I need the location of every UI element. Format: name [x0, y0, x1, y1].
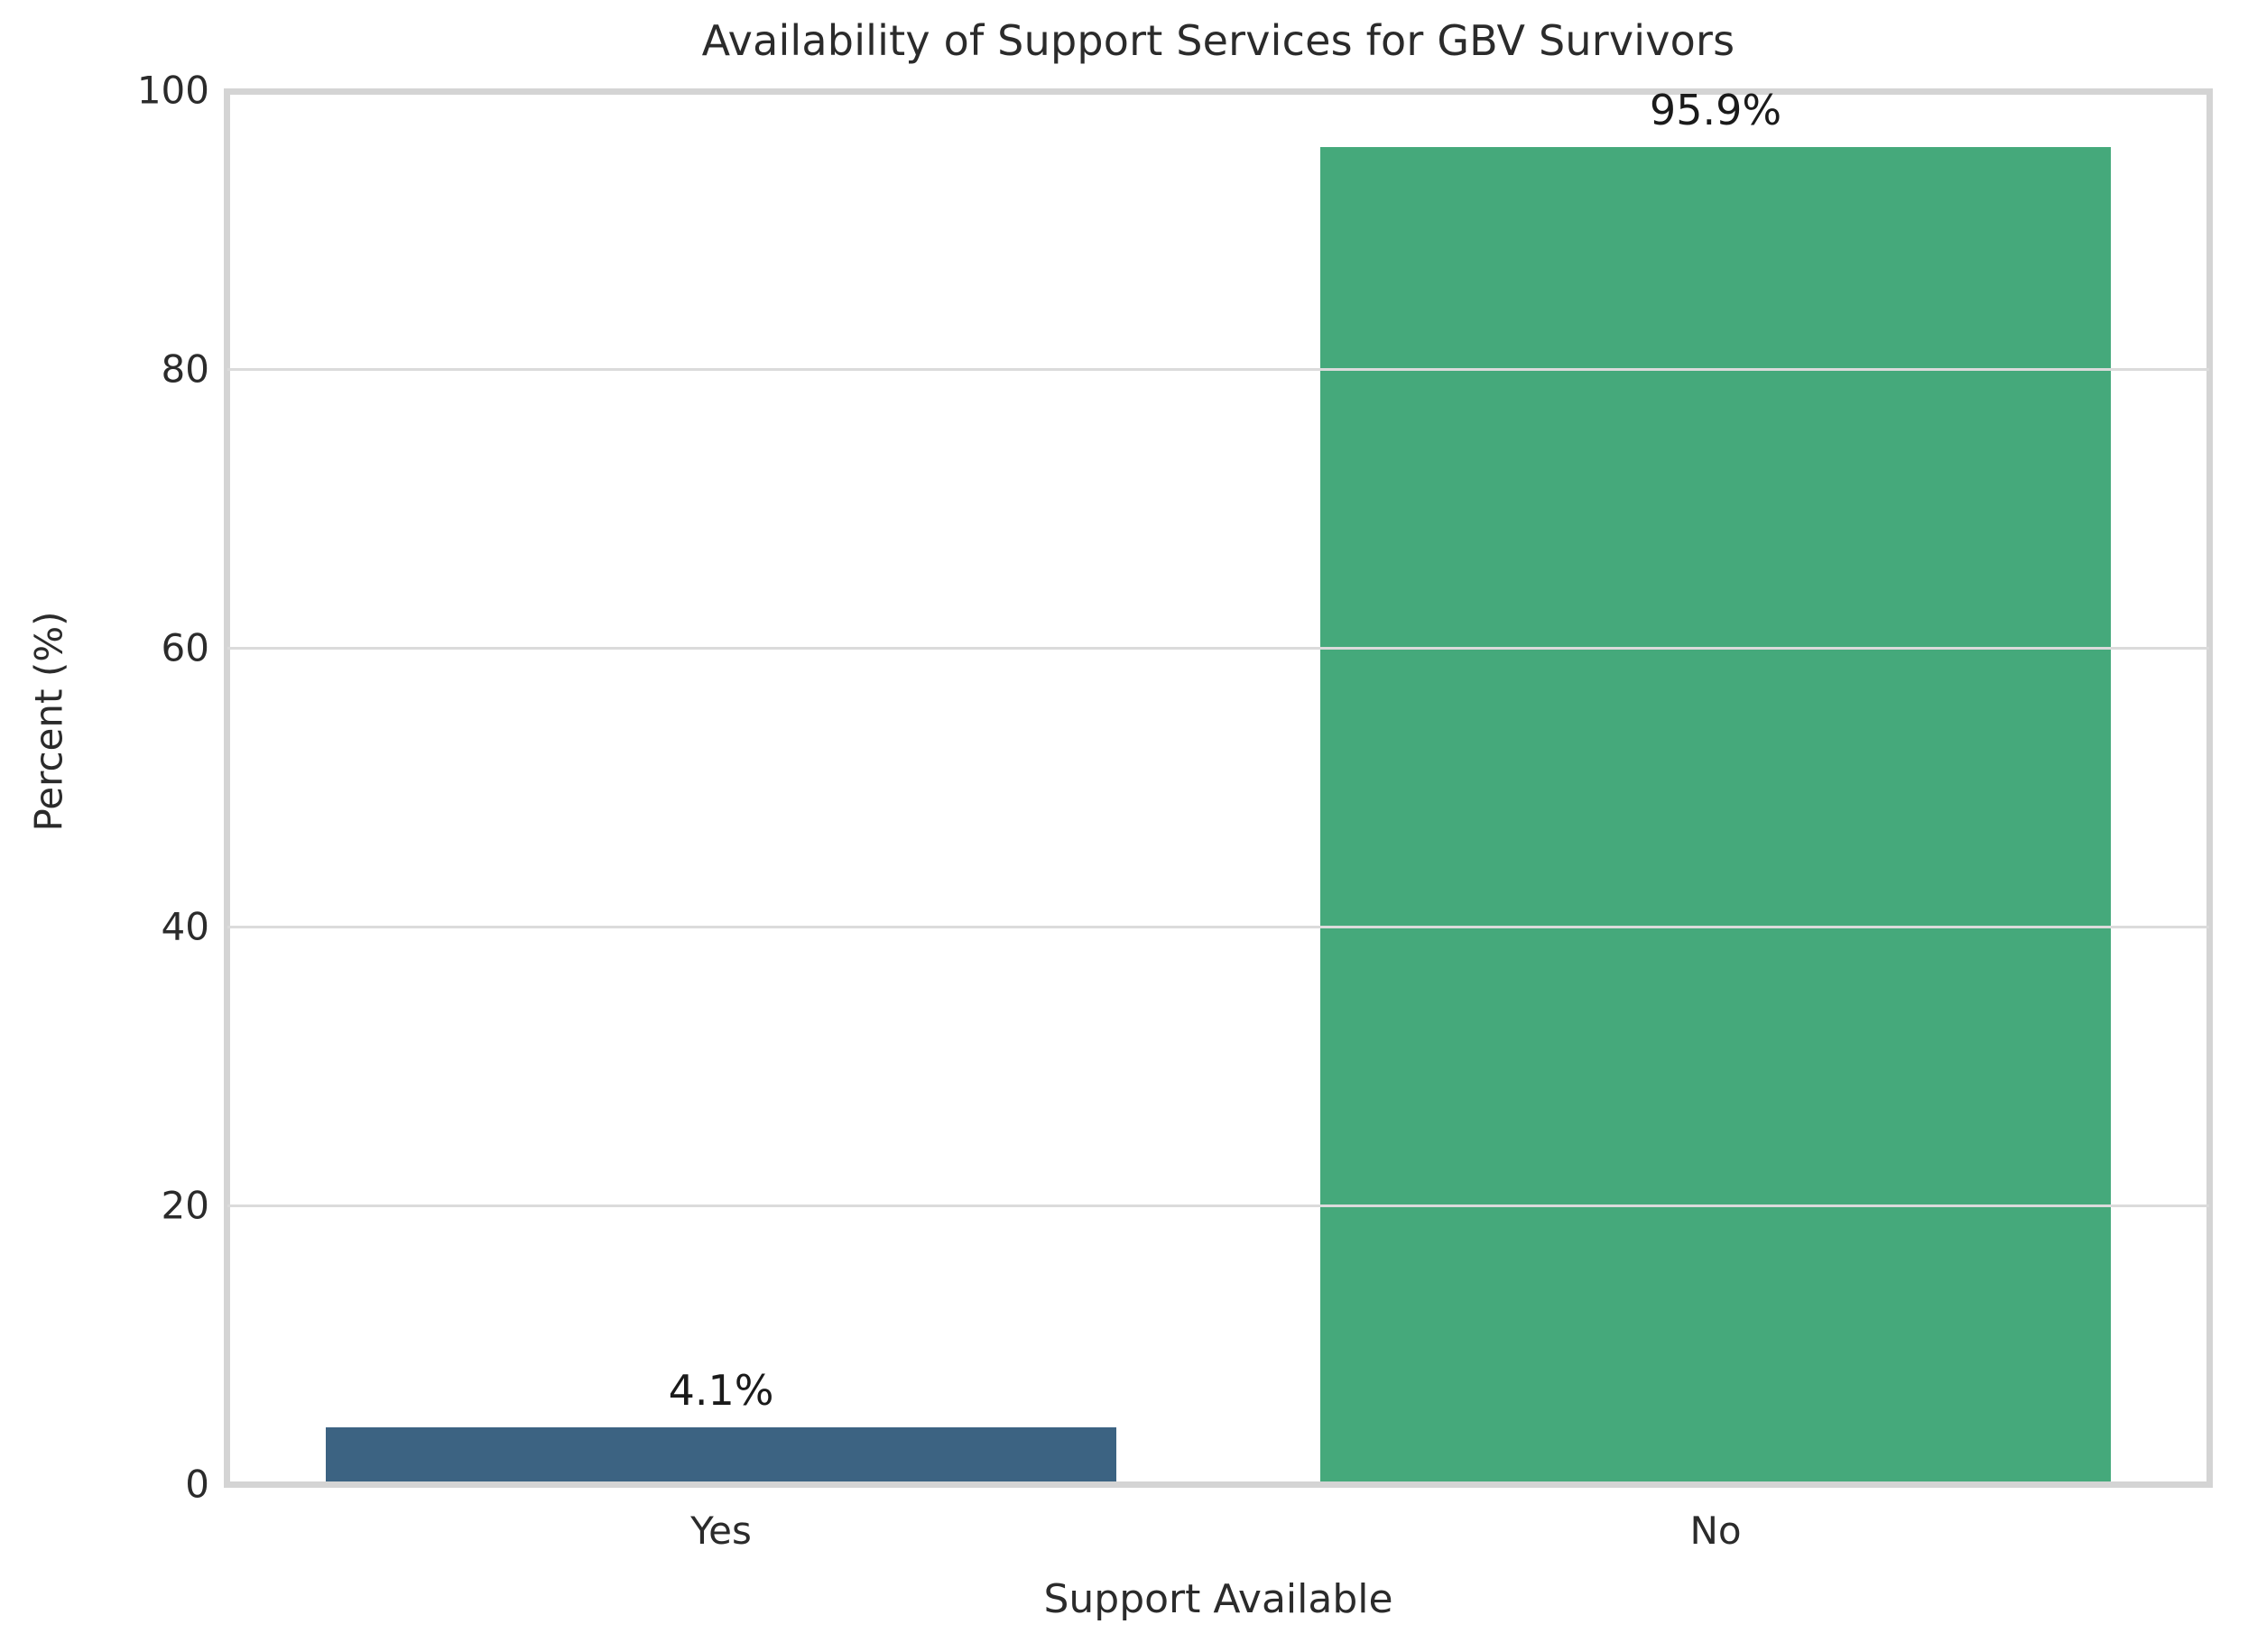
gridline [227, 647, 2209, 650]
bar-no[interactable] [1319, 147, 2112, 1484]
y-axis-tick-label: 0 [185, 1462, 209, 1507]
gridline [227, 1204, 2209, 1207]
x-axis-tick-label-no: No [1689, 1509, 1742, 1553]
gridline [227, 368, 2209, 371]
y-axis-tick-label: 80 [161, 346, 209, 392]
axis-spine-top [224, 88, 2213, 95]
y-axis-tick-label: 20 [161, 1183, 209, 1228]
bar-value-label-no: 95.9% [1649, 86, 1782, 135]
y-axis-tick-label: 100 [136, 68, 209, 113]
axis-spine-left [224, 88, 230, 1488]
x-axis-title: Support Available [1043, 1576, 1393, 1622]
chart-title: Availability of Support Services for GBV… [701, 16, 1735, 65]
y-axis-tick-label: 40 [161, 904, 209, 949]
bar-yes[interactable] [325, 1426, 1117, 1484]
axis-spine-right [2206, 88, 2213, 1488]
axis-spine-bottom [224, 1481, 2213, 1488]
gridline [227, 926, 2209, 928]
x-axis-tick-label-yes: Yes [690, 1509, 752, 1553]
plot-area [224, 90, 2213, 1484]
bar-value-label-yes: 4.1% [668, 1365, 774, 1415]
y-axis-title: Percent (%) [26, 611, 71, 832]
y-axis-tick-label: 60 [161, 625, 209, 670]
